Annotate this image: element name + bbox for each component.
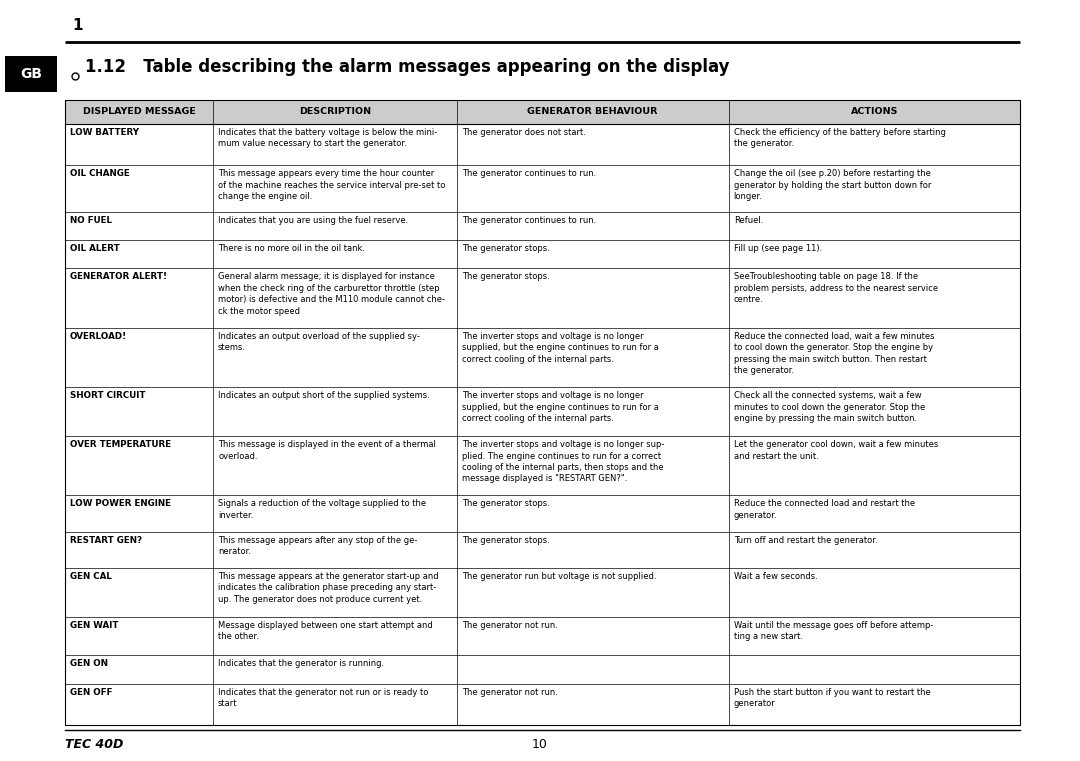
Text: GENERATOR BEHAVIOUR: GENERATOR BEHAVIOUR xyxy=(527,107,658,116)
Text: SHORT CIRCUIT: SHORT CIRCUIT xyxy=(70,391,146,400)
Text: General alarm message; it is displayed for instance
when the check ring of the c: General alarm message; it is displayed f… xyxy=(218,272,445,316)
Text: The generator does not start.: The generator does not start. xyxy=(461,128,585,137)
Text: SeeTroubleshooting table on page 18. If the
problem persists, address to the nea: SeeTroubleshooting table on page 18. If … xyxy=(733,272,937,304)
Text: 1.12   Table describing the alarm messages appearing on the display: 1.12 Table describing the alarm messages… xyxy=(85,58,729,76)
Text: The generator stops.: The generator stops. xyxy=(461,536,550,545)
Text: Push the start button if you want to restart the
generator: Push the start button if you want to res… xyxy=(733,688,931,708)
Text: Signals a reduction of the voltage supplied to the
inverter.: Signals a reduction of the voltage suppl… xyxy=(218,499,427,520)
Text: This message is displayed in the event of a thermal
overload.: This message is displayed in the event o… xyxy=(218,440,436,460)
Text: GEN CAL: GEN CAL xyxy=(70,572,112,581)
Text: OVER TEMPERATURE: OVER TEMPERATURE xyxy=(70,440,171,449)
Text: The generator continues to run.: The generator continues to run. xyxy=(461,215,596,224)
Bar xyxy=(65,100,1020,124)
Bar xyxy=(5,56,57,92)
Text: 1: 1 xyxy=(72,18,82,33)
Text: OIL CHANGE: OIL CHANGE xyxy=(70,169,130,178)
Text: This message appears after any stop of the ge-
nerator.: This message appears after any stop of t… xyxy=(218,536,417,556)
Text: The generator not run.: The generator not run. xyxy=(461,688,557,697)
Text: GENERATOR ALERT!: GENERATOR ALERT! xyxy=(70,272,167,282)
Text: Refuel.: Refuel. xyxy=(733,215,764,224)
Text: The generator run but voltage is not supplied.: The generator run but voltage is not sup… xyxy=(461,572,656,581)
Text: GEN ON: GEN ON xyxy=(70,659,108,668)
Text: Indicates that the generator not run or is ready to
start: Indicates that the generator not run or … xyxy=(218,688,429,708)
Text: NO FUEL: NO FUEL xyxy=(70,215,112,224)
Text: The generator not run.: The generator not run. xyxy=(461,621,557,629)
Text: Indicates that the battery voltage is below the mini-
mum value necessary to sta: Indicates that the battery voltage is be… xyxy=(218,128,437,148)
Text: Check the efficiency of the battery before starting
the generator.: Check the efficiency of the battery befo… xyxy=(733,128,946,148)
Text: Message displayed between one start attempt and
the other.: Message displayed between one start atte… xyxy=(218,621,433,641)
Text: This message appears at the generator start-up and
indicates the calibration pha: This message appears at the generator st… xyxy=(218,572,438,603)
Text: Change the oil (see p.20) before restarting the
generator by holding the start b: Change the oil (see p.20) before restart… xyxy=(733,169,931,201)
Bar xyxy=(65,100,1020,725)
Text: GEN OFF: GEN OFF xyxy=(70,688,112,697)
Text: Fill up (see page 11).: Fill up (see page 11). xyxy=(733,244,822,253)
Text: Wait a few seconds.: Wait a few seconds. xyxy=(733,572,818,581)
Text: Reduce the connected load, wait a few minutes
to cool down the generator. Stop t: Reduce the connected load, wait a few mi… xyxy=(733,332,934,375)
Text: OIL ALERT: OIL ALERT xyxy=(70,244,120,253)
Text: Let the generator cool down, wait a few minutes
and restart the unit.: Let the generator cool down, wait a few … xyxy=(733,440,937,460)
Text: RESTART GEN?: RESTART GEN? xyxy=(70,536,143,545)
Text: LOW POWER ENGINE: LOW POWER ENGINE xyxy=(70,499,171,508)
Text: The generator stops.: The generator stops. xyxy=(461,272,550,282)
Text: Check all the connected systems, wait a few
minutes to cool down the generator. : Check all the connected systems, wait a … xyxy=(733,391,924,423)
Text: OVERLOAD!: OVERLOAD! xyxy=(70,332,127,341)
Text: ACTIONS: ACTIONS xyxy=(851,107,899,116)
Text: Indicates that you are using the fuel reserve.: Indicates that you are using the fuel re… xyxy=(218,215,408,224)
Text: GEN WAIT: GEN WAIT xyxy=(70,621,119,629)
Text: There is no more oil in the oil tank.: There is no more oil in the oil tank. xyxy=(218,244,365,253)
Text: Reduce the connected load and restart the
generator.: Reduce the connected load and restart th… xyxy=(733,499,915,520)
Text: Indicates an output overload of the supplied sy-
stems.: Indicates an output overload of the supp… xyxy=(218,332,420,352)
Text: The generator stops.: The generator stops. xyxy=(461,244,550,253)
Text: LOW BATTERY: LOW BATTERY xyxy=(70,128,139,137)
Text: Indicates that the generator is running.: Indicates that the generator is running. xyxy=(218,659,384,668)
Text: Wait until the message goes off before attemp-
ting a new start.: Wait until the message goes off before a… xyxy=(733,621,933,641)
Text: 10: 10 xyxy=(532,738,548,752)
Text: The inverter stops and voltage is no longer
supplied, but the engine continues t: The inverter stops and voltage is no lon… xyxy=(461,332,659,364)
Text: DESCRIPTION: DESCRIPTION xyxy=(299,107,370,116)
Text: The generator stops.: The generator stops. xyxy=(461,499,550,508)
Text: The generator continues to run.: The generator continues to run. xyxy=(461,169,596,178)
Text: TEC 40D: TEC 40D xyxy=(65,738,123,752)
Text: The inverter stops and voltage is no longer sup-
plied. The engine continues to : The inverter stops and voltage is no lon… xyxy=(461,440,664,483)
Text: Turn off and restart the generator.: Turn off and restart the generator. xyxy=(733,536,877,545)
Text: DISPLAYED MESSAGE: DISPLAYED MESSAGE xyxy=(82,107,195,116)
Text: This message appears every time the hour counter
of the machine reaches the serv: This message appears every time the hour… xyxy=(218,169,445,201)
Text: GB: GB xyxy=(21,67,42,81)
Text: The inverter stops and voltage is no longer
supplied, but the engine continues t: The inverter stops and voltage is no lon… xyxy=(461,391,659,423)
Text: Indicates an output short of the supplied systems.: Indicates an output short of the supplie… xyxy=(218,391,430,400)
